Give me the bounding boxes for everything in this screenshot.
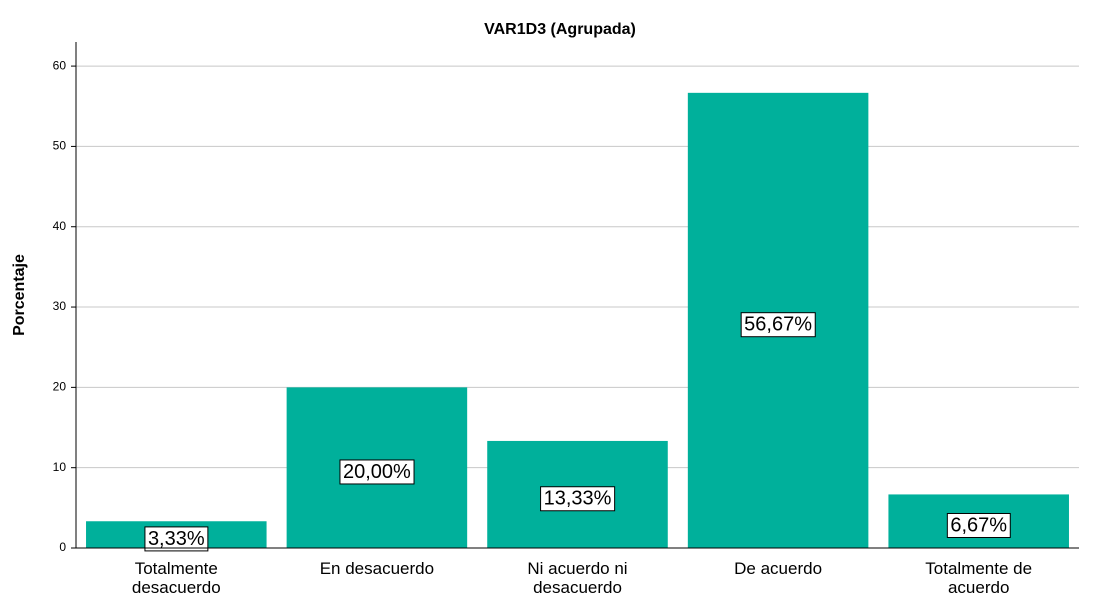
value-label-text: 20,00% (343, 461, 411, 483)
value-label: 20,00% (339, 459, 415, 485)
y-tick-label: 20 (53, 380, 67, 394)
y-tick-label: 40 (53, 219, 67, 233)
value-label: 3,33% (144, 526, 209, 552)
value-label-box (540, 486, 616, 512)
value-label-box (946, 512, 1011, 538)
x-tick-label: En desacuerdo (319, 559, 435, 578)
y-tick-label: 60 (53, 58, 67, 72)
y-tick-label: 30 (53, 299, 67, 313)
value-label-text: 56,67% (744, 314, 812, 336)
value-label-text: 13,33% (544, 488, 612, 510)
y-tick-label: 50 (53, 139, 67, 153)
value-label: 56,67% (740, 312, 816, 338)
value-label: 13,33% (540, 486, 616, 512)
y-tick-label: 10 (53, 460, 67, 474)
y-tick-label: 0 (59, 540, 66, 554)
chart-title: VAR1D3 (Agrupada) (484, 21, 636, 38)
x-tick-label: Ni acuerdo ni desacuerdo (527, 559, 628, 597)
x-tick-label: Totalmente de acuerdo (925, 559, 1033, 597)
x-tick-label: Totalmente desacuerdo (131, 559, 221, 597)
value-label-box (144, 526, 209, 552)
value-label: 6,67% (946, 512, 1011, 538)
x-tick-label: De acuerdo (734, 559, 823, 578)
value-label-box (339, 459, 415, 485)
y-axis-label: Porcentaje (11, 254, 28, 336)
value-label-box (740, 312, 816, 338)
value-label-text: 6,67% (950, 514, 1007, 536)
value-label-text: 3,33% (148, 528, 205, 550)
